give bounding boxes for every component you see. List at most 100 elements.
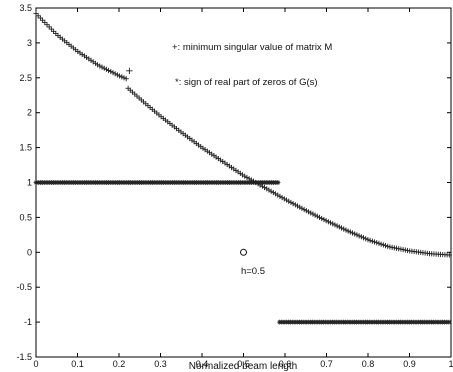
plus-marker: [281, 196, 287, 202]
plus-marker: [51, 28, 57, 34]
plus-marker: [325, 219, 331, 225]
plus-marker: [323, 218, 329, 224]
circle-marker: [240, 248, 247, 256]
plus-marker: [312, 212, 318, 218]
plus-marker: [106, 67, 112, 74]
plus-marker: [446, 252, 452, 258]
plus-marker: [126, 67, 133, 75]
plus-marker: [242, 173, 248, 179]
plus-marker: [382, 243, 389, 249]
series-layer: [33, 10, 452, 325]
x-tick-label: 0.7: [320, 359, 333, 369]
y-tick-label: 3.5: [19, 3, 32, 13]
plus-marker: [268, 188, 274, 194]
plus-marker: [378, 241, 384, 247]
annotation-h: h=0.5: [241, 266, 265, 277]
plus-marker: [316, 214, 323, 220]
plus-marker: [275, 192, 281, 198]
plus-marker: [338, 225, 345, 231]
plus-marker: [305, 209, 312, 215]
plus-marker: [114, 72, 120, 78]
plus-marker: [330, 221, 336, 227]
plus-marker: [244, 174, 250, 181]
plus-marker: [332, 222, 338, 228]
plus-marker: [365, 237, 371, 243]
plus-marker: [321, 216, 327, 223]
plus-marker: [33, 10, 39, 17]
y-tick-label: 3: [27, 38, 32, 48]
x-tick-label: 0.2: [113, 359, 126, 369]
plus-marker: [303, 208, 309, 214]
plus-marker: [347, 229, 353, 235]
plus-marker: [371, 239, 378, 245]
plus-marker: [266, 187, 272, 193]
plus-marker: [356, 233, 362, 239]
series-star: [33, 180, 452, 325]
plus-marker: [288, 199, 294, 206]
plus-marker: [272, 191, 279, 197]
y-tick-label: 1.5: [19, 143, 32, 153]
plus-marker: [297, 204, 303, 210]
star-marker: [446, 319, 452, 325]
plus-marker: [37, 15, 43, 21]
plus-marker: [46, 24, 52, 30]
series-plus: [33, 10, 452, 258]
x-tick-label: 0.1: [71, 359, 84, 369]
x-tick-label: 0.9: [403, 359, 416, 369]
plus-marker: [101, 65, 107, 71]
y-tick-label: -1: [24, 317, 32, 327]
plus-marker: [374, 240, 380, 246]
x-tick-label: 0: [33, 359, 38, 369]
plus-marker: [314, 213, 320, 219]
plus-marker: [121, 75, 127, 81]
plus-marker: [360, 235, 367, 241]
plus-marker: [343, 227, 349, 233]
plus-marker: [336, 224, 342, 230]
plus-marker: [367, 237, 373, 244]
plus-marker: [35, 13, 41, 19]
plus-marker: [123, 76, 129, 82]
plus-marker: [290, 201, 296, 207]
plus-marker: [354, 232, 360, 238]
legend-entry-plus: +: minimum singular value of matrix M: [172, 42, 332, 53]
plus-marker: [270, 189, 276, 196]
x-tick-label: 0.8: [362, 359, 375, 369]
x-tick-label: 1: [448, 359, 453, 369]
plus-marker: [108, 68, 114, 75]
y-tick-label: -0.5: [16, 282, 32, 292]
plus-marker: [97, 63, 103, 69]
plus-marker: [341, 226, 347, 232]
y-tick-label: 1: [27, 178, 32, 188]
plus-marker: [308, 210, 314, 216]
plus-marker: [301, 206, 307, 213]
plus-marker: [48, 26, 54, 32]
x-tick-label: 0.5: [237, 359, 250, 369]
plus-marker: [279, 195, 285, 201]
y-tick-label: 0: [27, 247, 32, 257]
plus-marker: [103, 66, 109, 72]
plus-marker: [117, 73, 123, 79]
plus-marker: [264, 186, 270, 192]
plus-marker: [345, 228, 351, 234]
plus-marker: [327, 220, 334, 226]
plus-marker: [283, 197, 290, 203]
plus-marker: [294, 203, 301, 209]
plus-marker: [363, 236, 369, 242]
plus-marker: [358, 234, 364, 240]
y-tick-label: -1.5: [16, 352, 32, 362]
plus-marker: [286, 198, 292, 204]
plus-marker: [277, 193, 283, 199]
y-tick-label: 2.5: [19, 73, 32, 83]
star-marker: [275, 180, 281, 185]
plus-marker: [349, 230, 356, 236]
plus-marker: [119, 74, 125, 80]
y-tick-label: 2: [27, 108, 32, 118]
plus-marker: [319, 215, 325, 222]
legend-entry-star: *: sign of real part of zeros of G(s): [175, 77, 318, 88]
x-tick-label: 0.3: [154, 359, 167, 369]
plus-marker: [369, 238, 375, 244]
plus-marker: [44, 22, 50, 28]
x-tick-label: 0.6: [279, 359, 292, 369]
plus-marker: [95, 62, 101, 68]
